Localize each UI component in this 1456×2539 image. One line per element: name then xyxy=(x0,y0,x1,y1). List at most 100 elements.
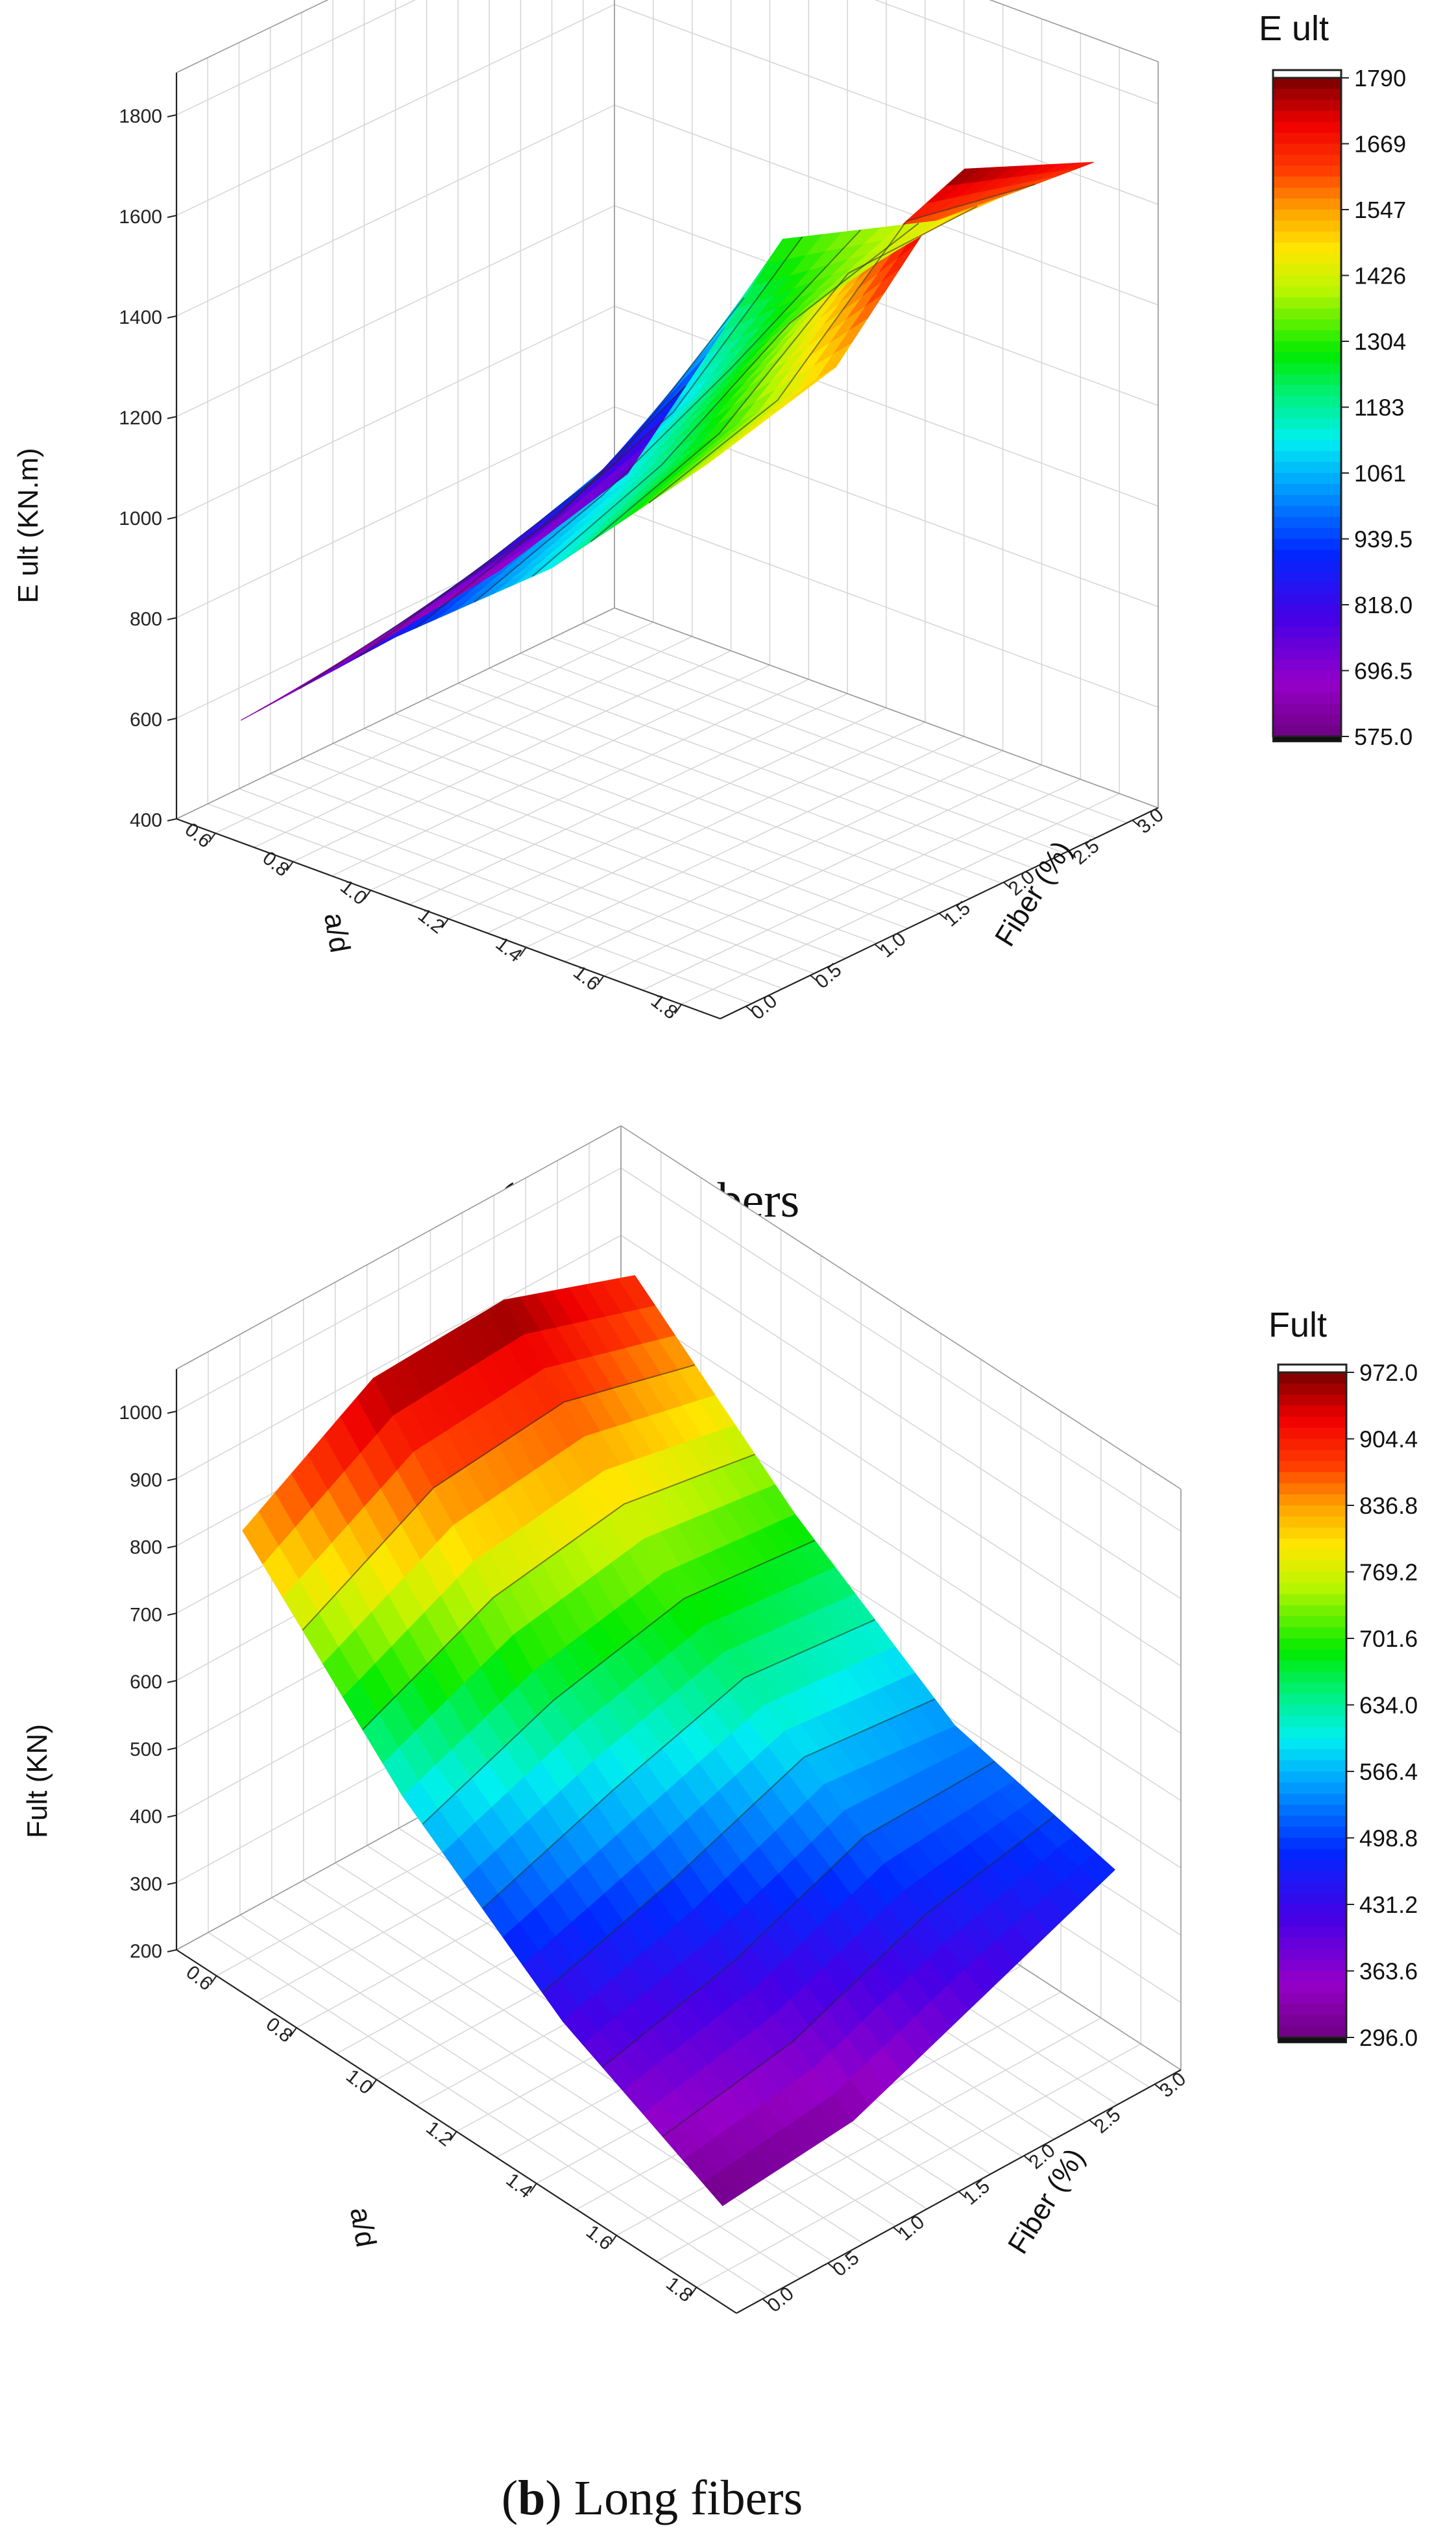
ad-tick-label: 1.4 xyxy=(492,933,526,967)
colorbar-segment xyxy=(1273,550,1341,562)
z-tick-label: 800 xyxy=(130,609,162,630)
ad-tick-mark xyxy=(208,832,216,843)
fiber-tick-label: 0.0 xyxy=(747,990,781,1024)
colorbar-segment xyxy=(1273,396,1341,408)
colorbar-segment xyxy=(1273,242,1341,254)
colorbar-tick-label: 904.4 xyxy=(1359,1426,1418,1453)
colorbar-title: E ult xyxy=(1259,9,1329,48)
colorbar-segment xyxy=(1273,88,1341,101)
colorbar-segment xyxy=(1278,1915,1346,1928)
colorbar-segment xyxy=(1278,1439,1346,1451)
colorbar-title: Fult xyxy=(1268,1306,1327,1344)
colorbar-tick-label: 1061 xyxy=(1354,460,1406,487)
ad-tick-mark xyxy=(596,975,605,986)
colorbar-segment xyxy=(1278,1505,1346,1518)
colorbar-segment xyxy=(1278,1926,1346,1939)
z-tick-mark xyxy=(167,818,177,821)
ad-tick-label: 1.6 xyxy=(582,2221,616,2255)
colorbar-segment xyxy=(1278,1627,1346,1639)
colorbar-segment xyxy=(1273,462,1341,474)
colorbar-segment xyxy=(1278,1949,1346,1961)
colorbar-cap-bottom xyxy=(1278,2037,1347,2043)
chart-panel-a: 400 600 800 1000 1200 1400 1600 1800 0.6 0.8 1.0 1… xyxy=(12,0,1413,1228)
z-tick-label: 1000 xyxy=(119,1402,162,1424)
colorbar-segment xyxy=(1278,1649,1346,1662)
surface-plot xyxy=(241,162,1095,721)
colorbar-segment xyxy=(1278,1893,1346,1905)
colorbar-segment xyxy=(1273,714,1341,727)
colorbar-segment xyxy=(1273,648,1341,661)
fiber-tick-mark xyxy=(958,2191,967,2199)
colorbar-segment xyxy=(1278,1760,1346,1772)
colorbar-segment xyxy=(1273,188,1341,200)
contour-line xyxy=(302,1364,696,1631)
colorbar-segment xyxy=(1273,440,1341,452)
z-tick-mark xyxy=(167,1680,177,1683)
fiber-tick-mark xyxy=(1132,820,1141,827)
colorbar-segment xyxy=(1273,637,1341,650)
z-tick-mark xyxy=(167,215,177,218)
contour-line xyxy=(362,1453,755,1731)
fiber-tick-mark xyxy=(893,2226,902,2235)
colorbar-segment xyxy=(1278,1705,1346,1717)
fiber-tick-mark xyxy=(874,943,883,952)
contour-line xyxy=(590,205,978,542)
colorbar-segment xyxy=(1273,78,1341,90)
fiber-tick-label: 0.5 xyxy=(829,2247,863,2281)
axis-box xyxy=(175,0,1159,1020)
colorbar-segment xyxy=(1278,1982,1346,1994)
colorbar-segment xyxy=(1278,1660,1346,1673)
colorbar-tick-label: 696.5 xyxy=(1354,658,1413,685)
colorbar-tick-label: 566.4 xyxy=(1359,1758,1418,1785)
fiber-tick-mark xyxy=(1067,851,1076,858)
colorbar-segment xyxy=(1273,451,1341,463)
ad-axis-ticks: 0.6 0.8 1.0 1.2 1.4 1.6 1.8 xyxy=(181,819,682,1024)
colorbar-segment xyxy=(1278,1860,1346,1872)
colorbar-tick-label: 498.8 xyxy=(1359,1825,1418,1852)
colorbar-segment xyxy=(1273,99,1341,112)
colorbar-segment xyxy=(1273,516,1341,529)
colorbar-segment xyxy=(1278,1605,1346,1617)
colorbar-segment xyxy=(1278,1749,1346,1761)
colorbar-segment xyxy=(1278,1450,1346,1462)
colorbar-segment xyxy=(1278,1461,1346,1473)
colorbar-segment xyxy=(1278,1394,1346,1407)
fiber-tick-label: 1.0 xyxy=(876,929,910,962)
colorbar-segment xyxy=(1273,583,1341,595)
colorbar-segment xyxy=(1278,1904,1346,1917)
colorbar-segment xyxy=(1278,1771,1346,1784)
fiber-tick-label: 2.5 xyxy=(1090,2104,1124,2137)
colorbar-segment xyxy=(1278,1793,1346,1806)
contour-line xyxy=(298,385,686,690)
colorbar-tick-label: 431.2 xyxy=(1359,1891,1418,1918)
colorbar-segment xyxy=(1278,2015,1346,2027)
colorbar-segment xyxy=(1278,1549,1346,1562)
colorbar-segment xyxy=(1278,1694,1346,1706)
fiber-tick-label: 0.5 xyxy=(811,959,845,993)
ad-axis-label: a/d xyxy=(318,910,356,955)
z-tick-mark xyxy=(167,114,177,117)
colorbar-segment xyxy=(1278,1782,1346,1795)
ad-tick-mark xyxy=(449,2131,457,2141)
colorbar-segment xyxy=(1273,594,1341,605)
z-tick-label: 700 xyxy=(130,1604,162,1625)
ad-axis-ticks: 0.6 0.8 1.0 1.2 1.4 1.6 1.8 xyxy=(182,1962,698,2307)
ad-tick-mark xyxy=(285,861,294,871)
z-tick-label: 1400 xyxy=(119,307,162,328)
ad-axis-label: a/d xyxy=(344,2205,382,2250)
z-tick-label: 1200 xyxy=(119,407,162,429)
colorbar-segment xyxy=(1273,418,1341,430)
fiber-tick-mark xyxy=(1154,2083,1163,2091)
colorbar-segment xyxy=(1278,1638,1346,1651)
colorbar-tick-label: 1790 xyxy=(1354,65,1406,91)
colorbar-segment xyxy=(1273,210,1341,221)
colorbar-segment xyxy=(1278,1671,1346,1684)
fiber-tick-label: 1.5 xyxy=(940,897,975,931)
z-tick-label: 300 xyxy=(130,1873,162,1895)
colorbar-segment xyxy=(1273,725,1341,737)
z-tick-mark xyxy=(167,416,177,419)
colorbar-segment xyxy=(1278,1427,1346,1440)
colorbar-segment xyxy=(1278,1716,1346,1728)
caption-b: (b) Long fibers xyxy=(502,2471,803,2525)
colorbar-tick-label: 836.8 xyxy=(1359,1492,1418,1519)
